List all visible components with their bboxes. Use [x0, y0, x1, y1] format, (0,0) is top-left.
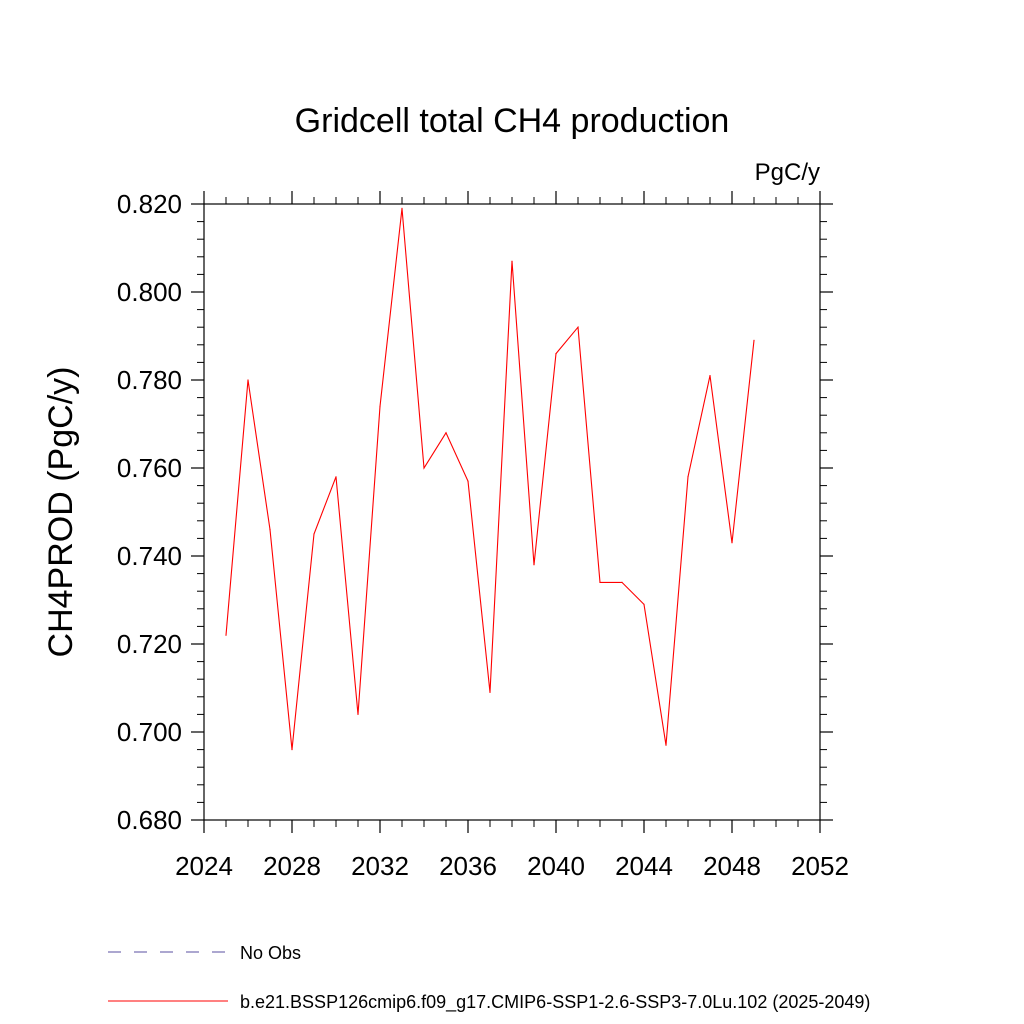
data-point: [731, 542, 733, 544]
data-point: [423, 467, 425, 469]
legend: No Obs b.e21.BSSP126cmip6.f09_g17.CMIP6-S…: [108, 943, 870, 1013]
data-point: [445, 432, 447, 434]
y-axis-label: CH4PROD (PgC/y): [42, 367, 80, 658]
data-point: [489, 691, 491, 694]
data-point: [291, 749, 293, 751]
y-tick-label: 0.760: [117, 453, 182, 483]
data-point: [247, 379, 249, 381]
data-point: [313, 533, 315, 535]
data-point: [533, 564, 535, 566]
data-point: [555, 353, 557, 355]
x-tick-label: 2036: [439, 851, 497, 881]
x-tick-label: 2040: [527, 851, 585, 881]
x-tick-label: 2024: [175, 851, 233, 881]
legend-label: No Obs: [240, 943, 301, 963]
units-label: PgC/y: [755, 159, 820, 186]
data-point: [225, 634, 227, 636]
series-layer: [225, 207, 755, 751]
data-point: [599, 581, 601, 584]
data-point: [269, 529, 271, 531]
y-tick-label: 0.820: [117, 189, 182, 219]
y-tick-label: 0.780: [117, 365, 182, 395]
series-line: [225, 208, 755, 750]
data-point: [621, 581, 623, 584]
data-point: [379, 405, 381, 407]
chart-title: Gridcell total CH4 production: [295, 102, 730, 140]
x-tick-label: 2044: [615, 851, 673, 881]
data-point: [753, 339, 755, 341]
y-tick-label: 0.680: [117, 805, 182, 835]
data-point: [511, 260, 513, 262]
data-point: [467, 480, 469, 482]
data-point: [335, 476, 337, 478]
data-point: [357, 713, 359, 716]
x-tick-label: 2028: [263, 851, 321, 881]
x-tick-labels: 2024 2028 2032 2036 2040 2044 2048 2052: [175, 851, 849, 881]
y-tick-label: 0.720: [117, 629, 182, 659]
y-tick-labels: 0.680 0.700 0.720 0.740 0.760 0.780 0.800 0.820: [117, 189, 182, 835]
y-tick-label: 0.700: [117, 717, 182, 747]
axis-ticks: [191, 191, 833, 833]
data-point: [709, 375, 711, 377]
y-tick-label: 0.800: [117, 277, 182, 307]
data-point: [687, 476, 689, 478]
x-tick-label: 2052: [791, 851, 849, 881]
legend-label: b.e21.BSSP126cmip6.f09_g17.CMIP6-SSP1-2.…: [240, 992, 870, 1013]
x-tick-label: 2048: [703, 851, 761, 881]
x-tick-label: 2032: [351, 851, 409, 881]
data-point: [577, 326, 579, 328]
data-point: [665, 744, 667, 746]
data-point: [643, 603, 645, 606]
data-point: [401, 207, 403, 209]
y-tick-label: 0.740: [117, 541, 182, 571]
